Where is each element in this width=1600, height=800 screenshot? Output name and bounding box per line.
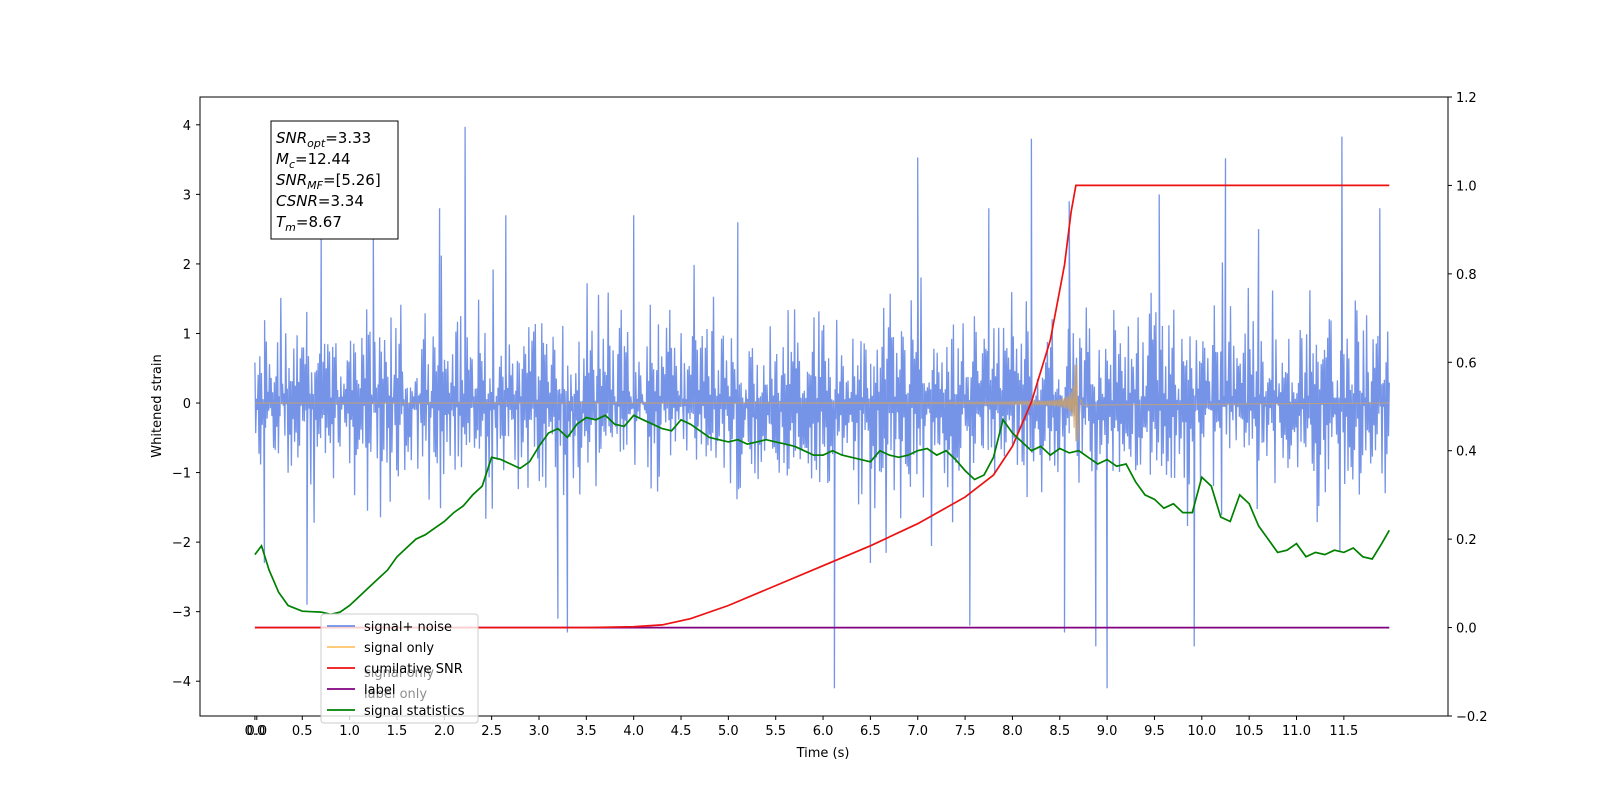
x-tick-label: 7.5 [955, 724, 976, 739]
x-tick-label: 10.5 [1235, 724, 1264, 739]
x-tick-label: 9.0 [1097, 724, 1118, 739]
annotation-line: Tm=8.67 [276, 213, 342, 234]
legend-label: signal only [364, 641, 434, 656]
legend-label: cumilative SNR [364, 662, 463, 677]
signal-statistics-line [254, 414, 1391, 616]
cumulative-snr-line [254, 184, 1390, 629]
annotation-line: SNRopt=3.33 [276, 129, 371, 150]
y2-tick-label: 0.4 [1456, 445, 1477, 460]
x-tick-label: 8.5 [1049, 724, 1070, 739]
y-tick-label: 1 [183, 327, 191, 342]
y2-tick-label: −0.2 [1456, 710, 1488, 725]
y-tick-label: −1 [172, 467, 191, 482]
x-tick-label: 7.0 [907, 724, 928, 739]
legend-label: signal statistics [364, 704, 465, 719]
y-tick-label: 2 [183, 258, 191, 273]
y2-tick-label: 1.2 [1456, 91, 1477, 106]
legend-ghost-text: label only [364, 687, 427, 702]
x-axis: 0.00.0 0.5 1.0 1.5 2.0 2.5 3.0 3.5 4.0 4.5 5.0 5.5 6… [245, 716, 1358, 739]
legend-label: label [364, 683, 395, 698]
x-tick-label: 6.5 [860, 724, 881, 739]
x-tick-label: 8.0 [1002, 724, 1023, 739]
signal-only-line [254, 364, 1390, 442]
x-tick-label: 9.5 [1144, 724, 1165, 739]
x-tick-label: 11.0 [1282, 724, 1311, 739]
x-tick-label: 3.0 [529, 724, 550, 739]
x-tick-label: 0.0 [246, 724, 267, 739]
x-tick-label: 10.0 [1187, 724, 1216, 739]
y2-tick-label: 0.8 [1456, 268, 1477, 283]
signal-plus-noise-line [254, 126, 1390, 689]
y-tick-label: 4 [183, 119, 191, 134]
x-tick-label: 4.5 [671, 724, 692, 739]
legend-label: signal+ noise [364, 620, 452, 635]
y-axis-left: 4 3 2 1 0 −1 −2 −3 −4 [172, 119, 200, 690]
x-tick-label: 0.0 [245, 724, 266, 739]
y-tick-label: 3 [183, 188, 191, 203]
x-tick-label: 0.5 [292, 724, 313, 739]
annotation-line: CSNR=3.34 [276, 192, 364, 210]
y2-tick-label: 1.0 [1456, 179, 1477, 194]
x-tick-label: 1.5 [387, 724, 408, 739]
x-tick-label: 3.5 [576, 724, 597, 739]
y2-tick-label: 0.2 [1456, 533, 1477, 548]
y-axis-right: 1.2 1.0 0.8 0.6 0.4 0.2 0.0 −0.2 [1448, 91, 1488, 725]
x-tick-label: 6.0 [813, 724, 834, 739]
x-tick-label: 2.5 [481, 724, 502, 739]
y2-tick-label: 0.6 [1456, 356, 1477, 371]
x-axis-label: Time (s) [796, 746, 850, 761]
y-tick-label: 0 [183, 397, 191, 412]
x-tick-label: 5.5 [765, 724, 786, 739]
y2-tick-label: 0.0 [1456, 622, 1477, 637]
annotation-line: SNRMF=[5.26] [276, 171, 381, 192]
signal-only-series [254, 364, 1390, 442]
legend-frame [320, 613, 479, 724]
x-tick-label: 11.5 [1329, 724, 1358, 739]
legend: signal only label only signal+ noise signal… [320, 613, 479, 724]
annotation-frame [270, 120, 399, 240]
y-tick-label: −3 [172, 606, 191, 621]
annotation-line: Mc=12.44 [276, 150, 351, 171]
x-tick-label: 5.0 [718, 724, 739, 739]
x-tick-label: 2.0 [434, 724, 455, 739]
y-tick-label: −2 [172, 536, 191, 551]
annotation-box: SNRopt=3.33Mc=12.44SNRMF=[5.26]CSNR=3.34… [270, 120, 399, 240]
x-tick-label: 4.0 [623, 724, 644, 739]
legend-ghost-text: signal only [364, 666, 434, 681]
x-tick-label: 1.0 [339, 724, 360, 739]
plot-frame [199, 96, 1449, 717]
y-axis-label: Whitened strain [150, 354, 165, 457]
signal-plus-noise-series [254, 126, 1390, 689]
y-tick-label: −4 [172, 675, 191, 690]
